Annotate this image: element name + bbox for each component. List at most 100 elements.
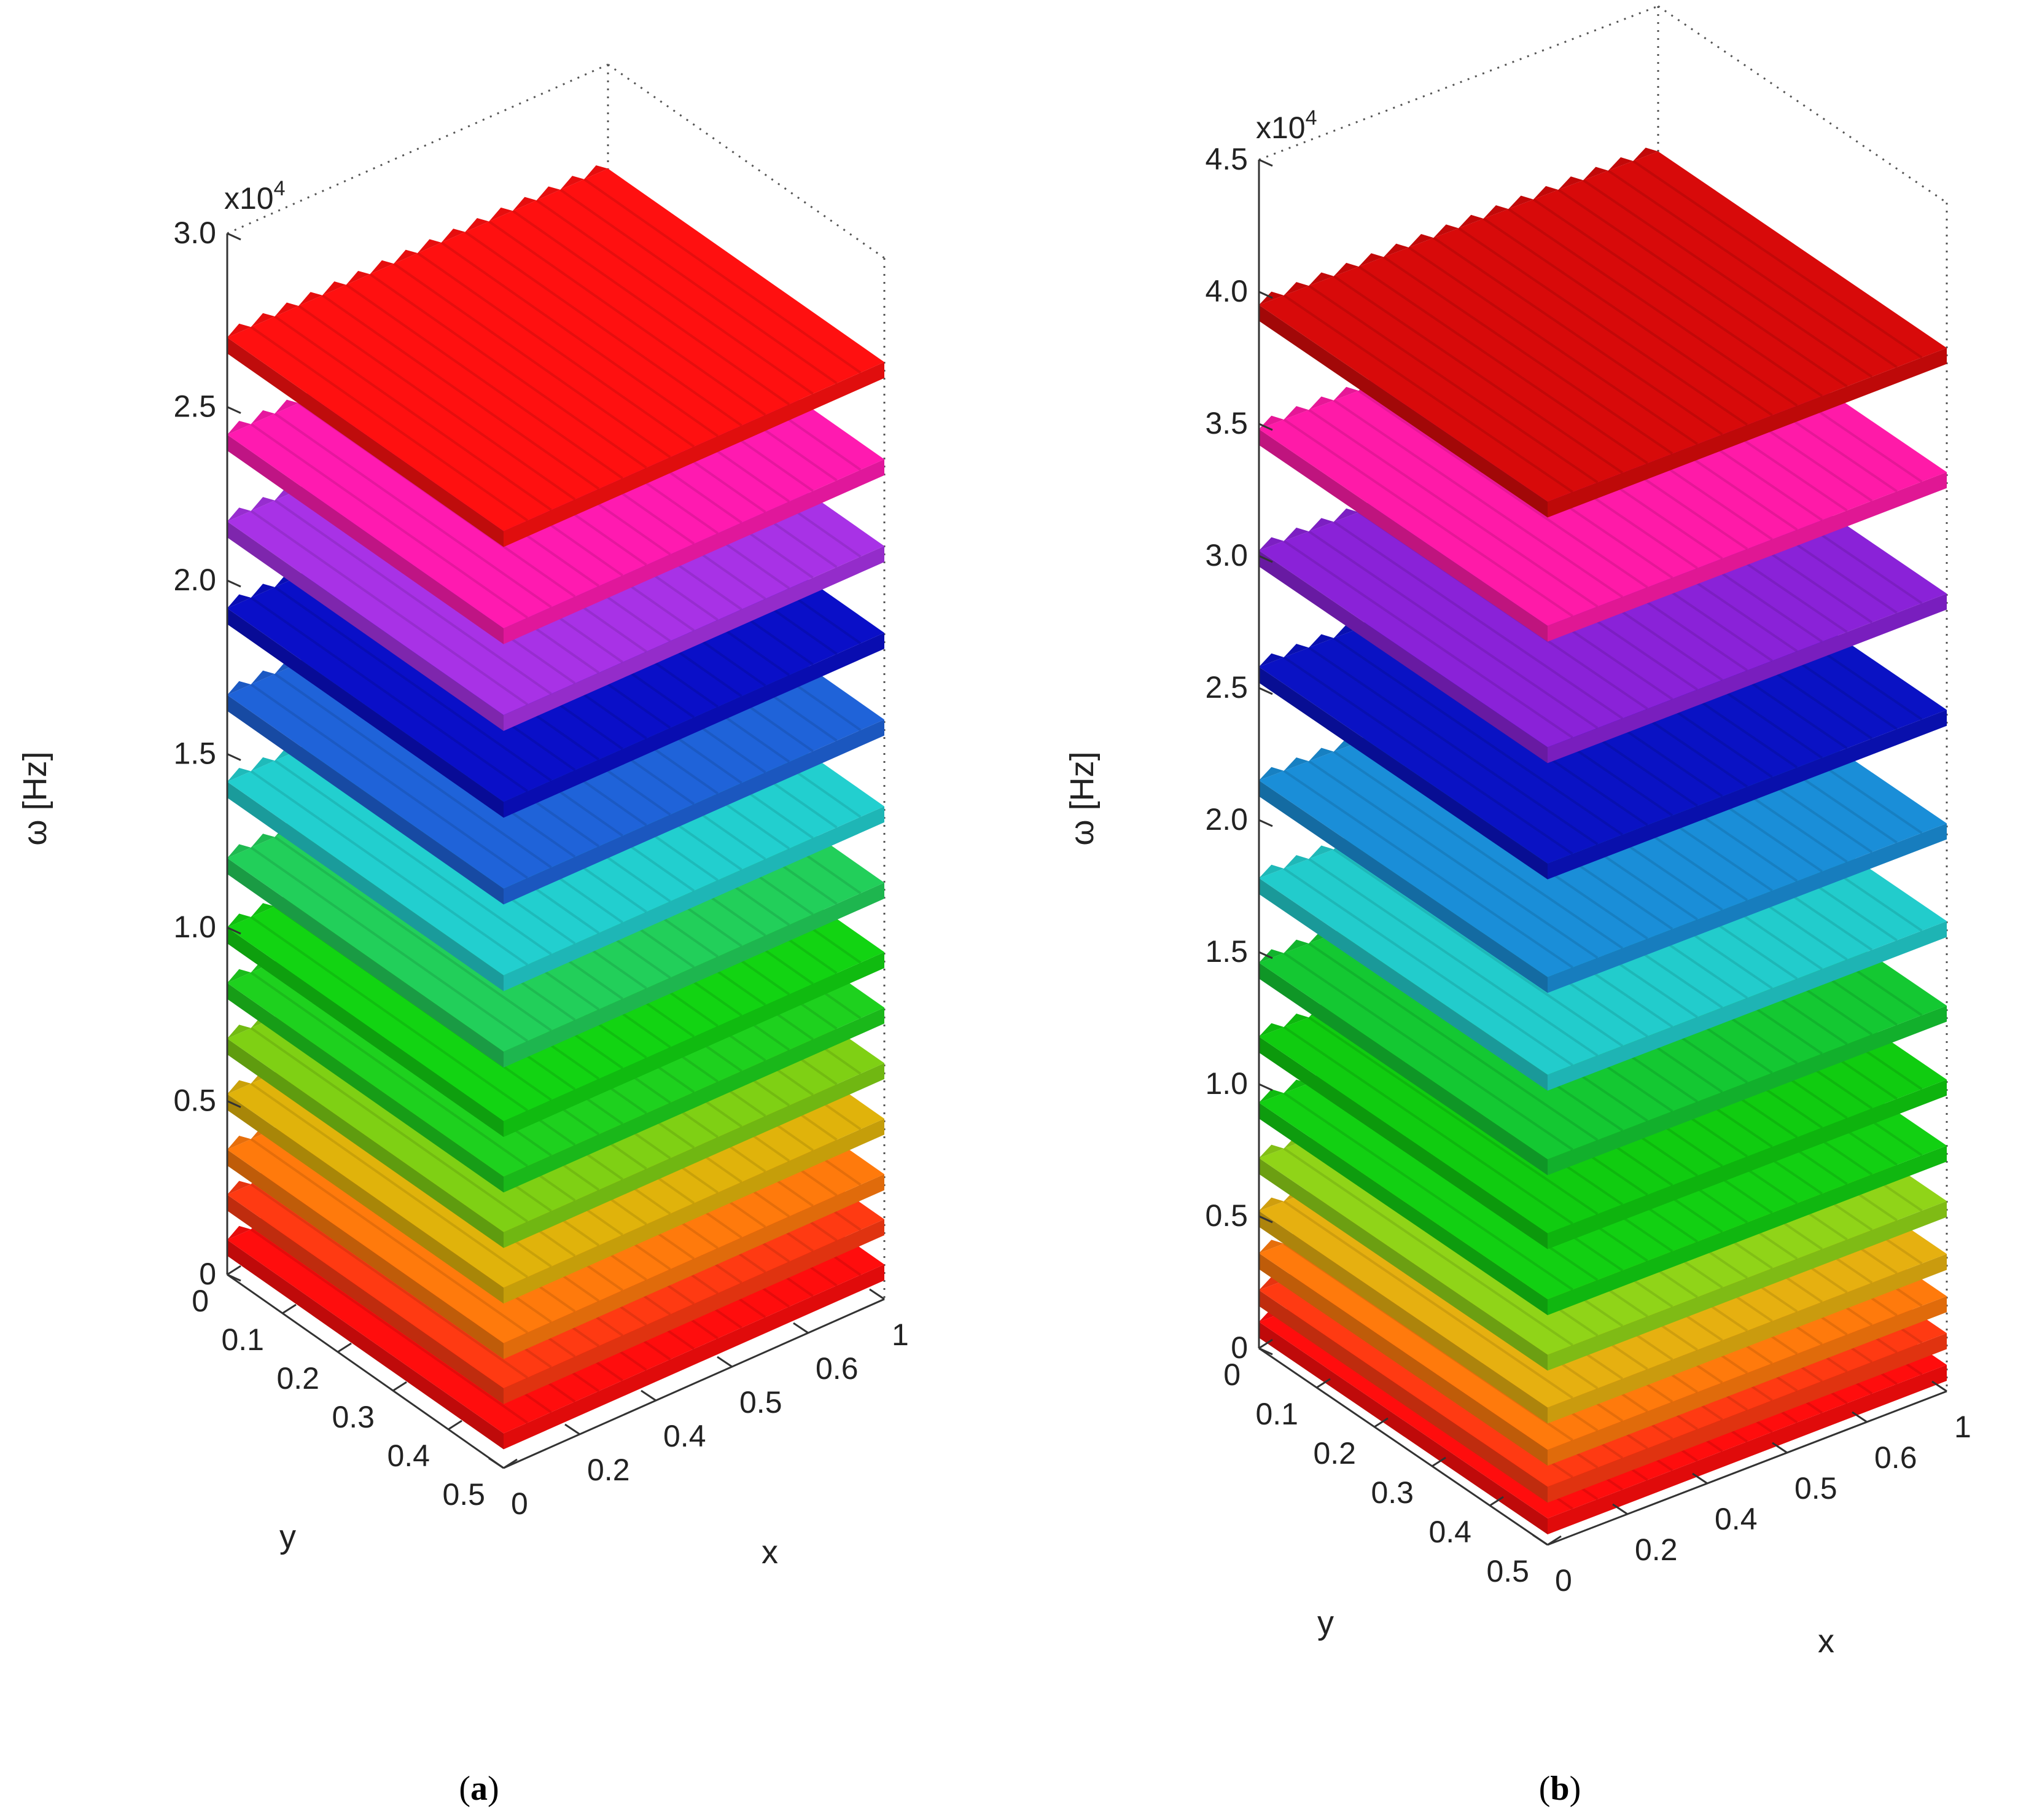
surface-right-face — [504, 1174, 884, 1359]
panel-a: 00.51.01.52.02.53.000.10.20.30.40.5 00.20… — [17, 63, 909, 1808]
surface-ripple — [250, 971, 528, 1167]
surface-ripple — [1283, 540, 1573, 739]
x-tick-mark — [1532, 1534, 1548, 1546]
surface-left-face — [1259, 305, 1548, 518]
x-tick-label: 1 — [1954, 1410, 1971, 1444]
x-tick-mark — [564, 1423, 580, 1435]
surface-right-face — [504, 1063, 884, 1248]
z-tick-mark — [227, 406, 241, 414]
surface-right-face — [504, 545, 884, 731]
y-tick-mark — [227, 1265, 241, 1276]
z-tick-label: 1.5 — [173, 736, 216, 771]
surface-right-face — [1548, 1006, 1947, 1176]
surface-ripple — [250, 1026, 528, 1223]
surface-right-face — [1548, 823, 1947, 993]
y-tick-label: 0.5 — [1486, 1554, 1529, 1588]
surface-ripple — [393, 262, 671, 458]
surface-ripple — [1382, 256, 1673, 455]
panel-b-z-axis-label: ω [Hz] — [1064, 751, 1101, 845]
surface-ridge — [1259, 147, 1658, 305]
surface-right-face — [504, 952, 884, 1137]
surface-left-face — [227, 1094, 504, 1304]
surface-ripple — [274, 499, 552, 695]
surface-left-face — [227, 1149, 504, 1359]
surface-ripple — [1433, 236, 1723, 435]
x-tick-mark — [869, 1288, 885, 1300]
z-tick-label: 2.5 — [173, 389, 216, 424]
surface-ripple — [1308, 942, 1599, 1141]
surface-left-face — [227, 608, 504, 818]
surface-ripple — [1632, 160, 1923, 359]
surface-ripple — [1308, 284, 1599, 483]
x-tick-label: 0.2 — [587, 1453, 630, 1487]
surface-ripple — [416, 252, 695, 448]
surface-ripple — [298, 305, 576, 501]
surface-ripple — [1333, 848, 1624, 1047]
z-tick-label: 4.5 — [1205, 142, 1248, 176]
y-tick-label: 0.1 — [1255, 1397, 1298, 1431]
surface-ripple — [1308, 646, 1599, 846]
y-tick-label: 0.2 — [1313, 1436, 1356, 1470]
panel-a-z-axis-label: ω [Hz] — [17, 751, 53, 845]
z-tick-mark — [227, 1100, 241, 1108]
surface-right-face — [1548, 1201, 1947, 1371]
surface-left-face — [227, 1038, 504, 1248]
surface-ripple — [1333, 520, 1624, 720]
surface-right-face — [504, 633, 884, 818]
surface-ridge — [227, 165, 608, 338]
z-tick-mark — [1258, 819, 1273, 827]
x-tick-mark — [1852, 1411, 1868, 1423]
z-tick-mark — [227, 232, 241, 241]
surface-right-face — [504, 362, 884, 547]
box-top-edge — [1658, 5, 1947, 204]
y-tick-label: 0.1 — [221, 1322, 264, 1357]
surface-left-face — [227, 1240, 504, 1450]
surface-right-face — [1548, 348, 1947, 518]
surface-right-face — [1548, 1079, 1947, 1249]
x-tick-mark — [1772, 1442, 1788, 1454]
z-tick-label: 1.0 — [1205, 1066, 1248, 1101]
x-tick-label: 0 — [1555, 1563, 1572, 1598]
surface-right-face — [1548, 1254, 1947, 1424]
z-tick-label: 0 — [1231, 1330, 1248, 1365]
surface-right-face — [504, 883, 884, 1068]
surface-ripple — [274, 759, 552, 955]
surface-ripple — [512, 209, 790, 405]
panel-b-axes: 00.51.01.52.02.53.03.54.04.500.10.20.30.… — [1205, 142, 1971, 1598]
surface-ripple — [1283, 294, 1573, 493]
surface-ripple — [250, 683, 528, 879]
surface-ripple — [250, 846, 528, 1042]
surface-left-face — [1259, 780, 1548, 993]
z-tick-label: 2.0 — [1205, 802, 1248, 837]
x-tick-label: 0.5 — [1794, 1471, 1837, 1506]
x-tick-label: 0.4 — [1715, 1502, 1758, 1536]
surface-left-face — [1259, 550, 1548, 764]
surface-left-face — [227, 1195, 504, 1405]
y-tick-mark — [1547, 1535, 1562, 1546]
y-tick-label: 0.3 — [332, 1400, 375, 1434]
surface-left-face — [227, 983, 504, 1193]
surface-right-face — [1548, 921, 1947, 1091]
z-tick-mark — [227, 579, 241, 588]
y-tick-mark — [392, 1381, 407, 1392]
y-tick-mark — [337, 1342, 352, 1353]
surface-ripple — [1283, 951, 1573, 1151]
surface-ripple — [1308, 760, 1599, 959]
z-tick-label: 3.0 — [173, 216, 216, 250]
surface-ripple — [274, 315, 552, 511]
surface-left-face — [1259, 1211, 1548, 1424]
z-tick-mark — [1258, 1083, 1273, 1092]
y-tick-label: 0.4 — [1428, 1515, 1471, 1549]
surface-ripple — [345, 283, 623, 480]
surface-left-face — [227, 781, 504, 991]
x-tick-mark — [488, 1457, 504, 1469]
y-tick-label: 0.5 — [442, 1477, 485, 1512]
surface-ripple — [250, 1138, 528, 1334]
z-tick-mark — [227, 926, 241, 935]
surface-left-face — [227, 521, 504, 731]
surface-ripple — [274, 673, 552, 869]
z-tick-mark — [227, 753, 241, 761]
surface-ripple — [488, 220, 766, 416]
x-tick-mark — [641, 1389, 657, 1402]
